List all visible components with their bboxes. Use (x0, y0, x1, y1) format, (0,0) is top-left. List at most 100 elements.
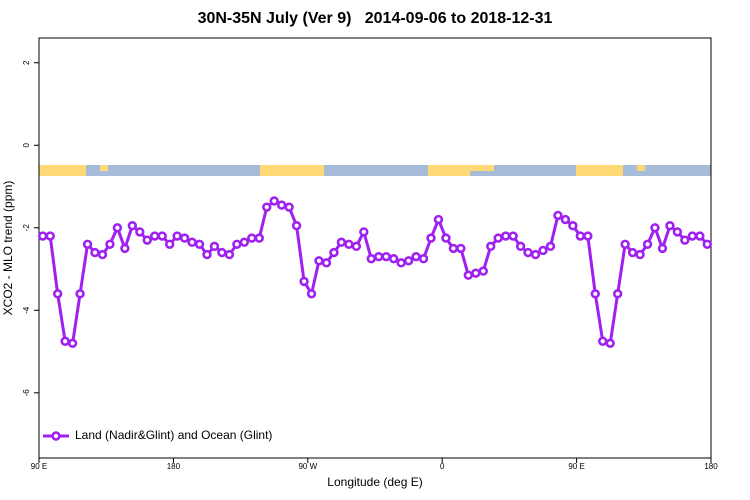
point (583, 231, 593, 241)
y-tick-label: -6 (22, 389, 31, 397)
point (672, 227, 683, 237)
chart-title: 30N-35N July (Ver 9) 2014-09-06 to 2018-… (198, 10, 553, 27)
point (418, 254, 429, 264)
point (553, 210, 563, 221)
point (52, 289, 63, 299)
point (38, 231, 48, 241)
point (127, 221, 138, 231)
point (695, 231, 705, 241)
x-tick-label: 90 E (568, 462, 584, 471)
point (291, 221, 302, 231)
land-band (576, 165, 623, 176)
point (598, 336, 608, 346)
point (500, 231, 511, 241)
point (194, 239, 205, 249)
point (374, 251, 384, 262)
x-tick-label: 90 E (31, 462, 47, 471)
legend-label: Land (Nadir&Glint) and Ocean (Glint) (75, 428, 272, 442)
point (67, 338, 78, 349)
x-tick-label: 180 (167, 462, 181, 471)
land-band (637, 165, 645, 171)
point (433, 214, 444, 225)
point (441, 233, 451, 243)
point (45, 231, 55, 241)
point (456, 243, 466, 254)
point (478, 266, 488, 276)
point (411, 251, 421, 262)
point (680, 235, 690, 245)
point (105, 239, 115, 249)
point (605, 338, 615, 349)
land-band (100, 165, 108, 171)
point (60, 336, 70, 346)
point (239, 237, 250, 247)
point (306, 289, 317, 299)
legend-marker (51, 431, 61, 441)
y-tick-label: -4 (22, 306, 31, 314)
land-band (470, 165, 494, 171)
y-axis-label: XCO2 - MLO trend (ppm) (1, 181, 15, 316)
point (164, 239, 175, 249)
point (157, 231, 167, 241)
point (75, 289, 85, 299)
point (388, 254, 399, 264)
point (90, 247, 100, 258)
point (344, 239, 354, 249)
point (523, 247, 533, 258)
y-tick-label: 0 (22, 142, 31, 147)
y-tick-label: 2 (22, 60, 31, 65)
point (590, 289, 600, 299)
point (314, 256, 324, 266)
point (321, 258, 332, 268)
point (381, 251, 391, 262)
x-tick-label: 0 (440, 462, 445, 471)
point (120, 243, 130, 254)
point (642, 239, 653, 249)
land-band (39, 165, 86, 176)
land-band (260, 165, 324, 176)
point (508, 231, 518, 241)
point (493, 233, 503, 243)
point (269, 196, 279, 206)
point (232, 239, 242, 249)
x-tick-label: 90 W (298, 462, 317, 471)
point (545, 241, 556, 252)
point (426, 233, 436, 243)
point (254, 233, 264, 243)
point (635, 249, 645, 260)
point (560, 214, 571, 225)
point (97, 249, 108, 260)
point (276, 200, 287, 210)
point (329, 247, 339, 258)
point (612, 289, 623, 299)
point (224, 249, 235, 260)
land-ocean-band (39, 165, 711, 176)
point (515, 241, 526, 252)
point (575, 231, 586, 241)
point (217, 247, 227, 258)
point (247, 233, 257, 243)
point (82, 239, 93, 249)
point (471, 268, 481, 278)
point (687, 231, 698, 241)
land-band (428, 165, 470, 176)
point (530, 249, 541, 260)
point (665, 221, 675, 231)
point (620, 239, 630, 249)
x-axis-label: Longitude (deg E) (327, 475, 422, 489)
point (396, 258, 406, 268)
point (202, 249, 212, 260)
point (150, 231, 160, 241)
point (209, 241, 220, 252)
point (262, 202, 272, 212)
point (538, 245, 548, 256)
point (179, 233, 190, 243)
series-line (42, 199, 709, 346)
point (299, 276, 309, 287)
point (463, 270, 474, 280)
point (359, 227, 369, 237)
point (187, 237, 197, 247)
point (657, 243, 668, 254)
point (135, 227, 145, 237)
point (112, 223, 123, 233)
